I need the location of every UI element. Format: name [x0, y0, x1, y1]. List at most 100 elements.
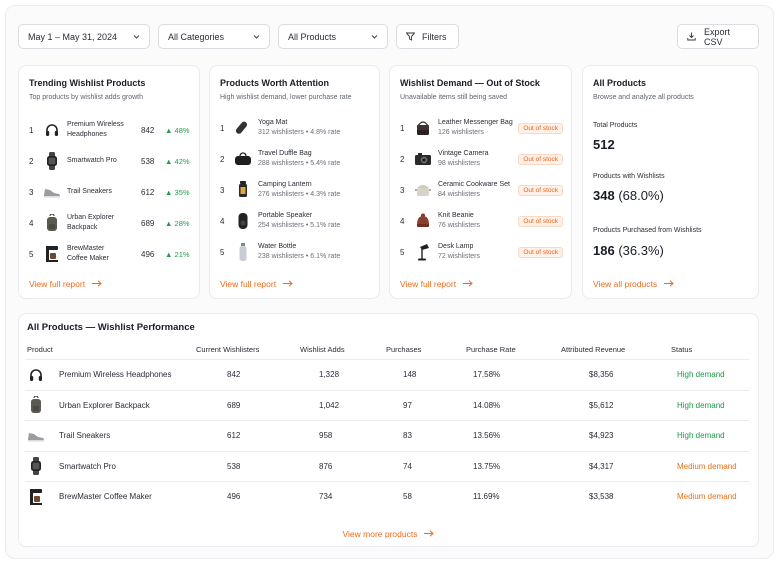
- view-full-report-link[interactable]: View full report: [220, 279, 293, 289]
- table-row[interactable]: BrewMaster Coffee Maker 496 734 58 11.69…: [25, 481, 749, 511]
- list-item[interactable]: 3 Ceramic Cookware Set 84 wishlisters Out…: [400, 178, 563, 202]
- table-row[interactable]: Smartwatch Pro 538 876 74 13.75% $4,317 …: [25, 450, 749, 481]
- list-item[interactable]: 5 Water Bottle 238 wishlisters • 6.1% rat…: [220, 240, 371, 264]
- card-subtitle: Browse and analyze all products: [593, 94, 694, 101]
- smartwatch-icon: [27, 456, 45, 477]
- rank: 3: [400, 185, 405, 195]
- growth-badge: ▲ 28%: [165, 218, 190, 228]
- list-item[interactable]: 3 Camping Lantern 276 wishlisters • 4.3% …: [220, 178, 371, 202]
- cell-product: BrewMaster Coffee Maker: [59, 492, 152, 501]
- smartwatch-icon: [42, 150, 62, 172]
- cell-product: Premium Wireless Headphones: [59, 370, 172, 379]
- out-of-stock-badge: Out of stock: [518, 215, 563, 227]
- product-name: Backpack: [67, 224, 98, 231]
- rank: 1: [29, 125, 34, 135]
- out-of-stock-badge: Out of stock: [518, 246, 563, 258]
- cell-revenue: $4,317: [589, 461, 614, 471]
- chevron-down-icon: [371, 33, 378, 40]
- export-label: Export CSV: [704, 26, 731, 47]
- category-label: All Categories: [168, 31, 225, 42]
- sneaker-icon: [42, 181, 62, 203]
- cell-product: Smartwatch Pro: [59, 461, 116, 471]
- cell-adds: 1,328: [319, 370, 340, 379]
- view-full-report-link[interactable]: View full report: [400, 279, 473, 289]
- category-select[interactable]: All Categories: [158, 24, 270, 49]
- arrow-right-icon: [463, 279, 473, 289]
- rank: 2: [400, 154, 405, 164]
- card-title: Trending Wishlist Products: [29, 78, 146, 88]
- list-item[interactable]: 1 Yoga Mat 312 wishlisters • 4.8% rate: [220, 116, 371, 140]
- view-all-products-link[interactable]: View all products: [593, 279, 674, 289]
- rank: 1: [220, 123, 225, 133]
- cell-rate: 13.75%: [473, 461, 501, 471]
- list-item[interactable]: 3 Trail Sneakers 612 ▲ 35%: [29, 180, 191, 204]
- list-item[interactable]: 5 Desk Lamp 72 wishlisters Out of stock: [400, 240, 563, 264]
- rank: 3: [29, 187, 34, 197]
- cell-adds: 876: [319, 461, 333, 471]
- products-with-wishlists-label: Products with Wishlists: [593, 173, 665, 180]
- cell-wishlisters: 612: [227, 431, 241, 440]
- cell-purchases: 148: [403, 370, 417, 379]
- status-badge: Medium demand: [677, 461, 737, 471]
- export-csv-button[interactable]: Export CSV: [677, 24, 759, 49]
- status-badge: Medium demand: [677, 492, 737, 501]
- list-item[interactable]: 2 Smartwatch Pro 538 ▲ 42%: [29, 149, 191, 173]
- cell-revenue: $8,356: [589, 370, 614, 379]
- card-title: Wishlist Demand — Out of Stock: [400, 78, 540, 88]
- purchased-from-wishlists-value: 186 (36.3%): [593, 243, 664, 258]
- list-item[interactable]: 1 Premium Wireless Headphones 842 ▲ 48%: [29, 118, 191, 142]
- product-meta: 98 wishlisters: [438, 160, 481, 167]
- product-name: Travel Duffle Bag: [258, 150, 312, 157]
- out-of-stock-badge: Out of stock: [518, 122, 563, 134]
- filters-button[interactable]: Filters: [396, 24, 459, 49]
- growth-badge: ▲ 48%: [165, 125, 190, 135]
- table-row[interactable]: Premium Wireless Headphones 842 1,328 14…: [25, 359, 749, 389]
- product-name: Portable Speaker: [258, 212, 313, 219]
- column-header-current-wishlisters[interactable]: Current Wishlisters: [196, 345, 260, 354]
- list-item[interactable]: 5 BrewMaster Coffee Maker 496 ▲ 21%: [29, 242, 191, 266]
- product-name: Smartwatch Pro: [67, 157, 117, 164]
- date-range-select[interactable]: May 1 – May 31, 2024: [18, 24, 150, 49]
- product-meta: 312 wishlisters • 4.8% rate: [258, 129, 341, 136]
- list-item[interactable]: 2 Travel Duffle Bag 288 wishlisters • 5.4…: [220, 147, 371, 171]
- column-header-purchase-rate[interactable]: Purchase Rate: [466, 345, 516, 354]
- product-meta: 84 wishlisters: [438, 191, 481, 198]
- headphones-icon: [42, 119, 62, 141]
- beanie-icon: [413, 210, 433, 232]
- view-more-products-link[interactable]: View more products: [19, 529, 758, 539]
- list-item[interactable]: 1 Leather Messenger Bag 126 wishlisters O…: [400, 116, 563, 140]
- arrow-right-icon: [424, 529, 435, 539]
- list-item[interactable]: 2 Vintage Camera 98 wishlisters Out of st…: [400, 147, 563, 171]
- sneaker-icon: [27, 425, 45, 446]
- column-header-product[interactable]: Product: [27, 345, 53, 354]
- product-name: Ceramic Cookware Set: [438, 181, 510, 188]
- chevron-down-icon: [253, 33, 260, 40]
- purchased-from-wishlists-label: Products Purchased from Wishlists: [593, 227, 702, 234]
- growth-badge: ▲ 42%: [165, 156, 190, 166]
- column-header-status[interactable]: Status: [671, 345, 693, 354]
- wishlist-count: 538: [141, 156, 155, 166]
- table-row[interactable]: Trail Sneakers 612 958 83 13.56% $4,923 …: [25, 420, 749, 450]
- chevron-down-icon: [133, 33, 140, 40]
- products-select[interactable]: All Products: [278, 24, 388, 49]
- total-products-label: Total Products: [593, 122, 638, 129]
- all-products-card: All Products Browse and analyze all prod…: [582, 65, 759, 299]
- wishlist-count: 842: [141, 125, 155, 135]
- out-of-stock-badge: Out of stock: [518, 153, 563, 165]
- card-subtitle: High wishlist demand, lower purchase rat…: [220, 94, 352, 101]
- rank: 5: [29, 249, 34, 259]
- list-item[interactable]: 4 Urban Explorer Backpack 689 ▲ 28%: [29, 211, 191, 235]
- product-name: Yoga Mat: [258, 119, 288, 126]
- arrow-up-icon: ▲: [165, 218, 173, 228]
- list-item[interactable]: 4 Portable Speaker 254 wishlisters • 5.1%…: [220, 209, 371, 233]
- arrow-up-icon: ▲: [165, 156, 173, 166]
- arrow-right-icon: [664, 279, 674, 289]
- column-header-wishlist-adds[interactable]: Wishlist Adds: [300, 345, 345, 354]
- column-header-attributed-revenue[interactable]: Attributed Revenue: [561, 345, 626, 354]
- view-full-report-link[interactable]: View full report: [29, 279, 102, 289]
- column-header-purchases[interactable]: Purchases: [386, 345, 422, 354]
- table-row[interactable]: Urban Explorer Backpack 689 1,042 97 14.…: [25, 389, 749, 420]
- list-item[interactable]: 4 Knit Beanie 76 wishlisters Out of stock: [400, 209, 563, 233]
- cell-adds: 734: [319, 492, 333, 501]
- cell-revenue: $4,923: [589, 431, 614, 440]
